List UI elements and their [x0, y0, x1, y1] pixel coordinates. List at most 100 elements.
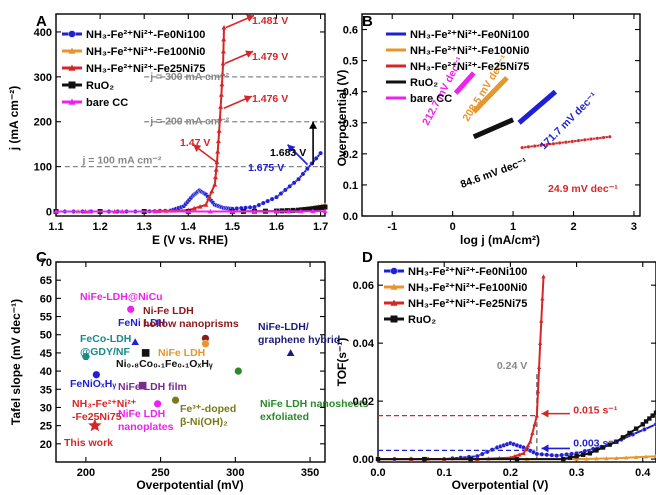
panel-a-series-marker — [215, 149, 221, 154]
panel-a-series-marker — [213, 167, 219, 172]
panel-c-point-label: FeNiOₓHᵧ — [70, 378, 116, 390]
panel-a-ytick-label: 100 — [34, 162, 52, 174]
panel-a-series-marker — [322, 204, 328, 210]
panel-b-series-marker — [551, 141, 556, 146]
panel-d-xtick-label: 0.4 — [635, 467, 651, 479]
panel-a-series-marker — [315, 205, 321, 211]
panel-a-series-marker — [86, 209, 92, 214]
panel-d-legend-3-label: RuO₂ — [408, 314, 436, 326]
panel-b-ytick-label: 0.3 — [343, 118, 358, 130]
panel-d-series-marker — [569, 451, 575, 457]
panel-a-legend-1-label: NH₃-Fe²⁺Ni²⁺-Fe100Ni0 — [86, 46, 205, 58]
panel-d-series-marker — [653, 454, 656, 458]
panel-c-point-label: exfoliated — [260, 411, 309, 423]
panel-c-point-label: NiFe LDH — [118, 408, 165, 420]
panel-d-ytick-label: 0.04 — [353, 338, 375, 350]
panel-b-ann-249: 24.9 mV dec⁻¹ — [548, 183, 618, 195]
panel-c-point-label: FeCo-LDH — [80, 333, 131, 345]
panel-a-arrow-head — [245, 50, 254, 58]
panel-a-arrow-head — [193, 144, 202, 153]
panel-a-series-marker — [296, 176, 301, 182]
panel-d-series-marker — [604, 456, 609, 461]
panel-a-series-marker — [304, 166, 310, 172]
panel-b-ylabel: Overpotential (V) — [335, 70, 349, 167]
panel-a-series-marker — [302, 206, 308, 212]
panel-b-series-line — [453, 71, 476, 95]
panel-d-series-marker — [539, 318, 544, 323]
panel-d-series-marker — [614, 439, 619, 444]
panel-a-legend-1-marker — [68, 47, 76, 54]
panel-d-arrow-red-head — [541, 409, 549, 418]
panel-a-frame — [55, 13, 326, 217]
panel-b-xtick-label: 1 — [510, 221, 516, 233]
panel-c-point-label: NiFe-LDH/ — [258, 321, 309, 333]
panel-b-ytick-label: 0.6 — [343, 25, 358, 37]
panel-d-series-marker — [574, 456, 579, 461]
panel-b-series-marker — [601, 135, 606, 140]
panel-a-ytick-label: 400 — [34, 27, 52, 39]
panel-a-xtick-label: 1.3 — [137, 221, 152, 233]
panel-c-point-label: FeNi LDH — [118, 317, 165, 329]
panel-d-series-marker — [536, 365, 542, 370]
panel-d-series-marker — [567, 455, 573, 460]
panel-a-series-marker — [310, 208, 316, 214]
panel-a-series-marker — [221, 24, 227, 30]
panel-a-legend-2-marker — [68, 64, 76, 71]
panel-a-legend-4-label: bare CC — [86, 97, 128, 109]
panel-d-series-marker — [624, 455, 629, 460]
panel-a-legend-2-label: NH₃-Fe²⁺Ni²⁺-Fe25Ni75 — [86, 63, 205, 75]
panel-b-series-marker — [582, 137, 587, 142]
panel-b-series-marker — [538, 143, 543, 148]
panel-c-point-label: graphene hybrid — [258, 334, 340, 346]
panel-d-series-marker — [537, 340, 543, 345]
panel-c-ytick-label: 45 — [40, 348, 52, 360]
panel-a-ann-1675: 1.675 V — [248, 162, 284, 174]
panel-a-series-marker — [282, 187, 288, 193]
panel-d-xtick-label: 0.0 — [370, 467, 385, 479]
panel-a-arrow-head — [246, 14, 255, 22]
panel-a-series-marker — [269, 196, 275, 202]
panel-a-series-marker — [206, 195, 212, 201]
panel-c-point — [286, 349, 295, 356]
panel-c-ytick-label: 70 — [40, 257, 52, 269]
panel-a-ytick-label: 300 — [34, 72, 52, 84]
panel-a-series-marker — [234, 206, 240, 211]
panel-c-ylabel: Tafel slope (mV dec⁻¹) — [9, 299, 23, 425]
panel-a-series-marker — [298, 208, 304, 214]
panel-a-ann-1481: 1.481 V — [252, 15, 288, 27]
panel-d-series-marker — [535, 389, 541, 394]
panel-d-legend-0-label: NH₃-Fe²⁺Ni²⁺-Fe0Ni100 — [408, 266, 527, 278]
panel-a-series-marker — [312, 205, 318, 211]
panel-c-point-label: -Fe25Ni75 — [72, 411, 122, 423]
panel-a-series-marker — [221, 36, 227, 42]
panel-a-ann-1479: 1.479 V — [252, 51, 288, 63]
panel-a-series-marker — [318, 150, 323, 156]
panel-b-series-marker — [607, 134, 612, 139]
panel-a-series-marker — [217, 116, 223, 121]
panel-d-series-marker — [574, 454, 579, 459]
panel-c-point-label: Ni₀.₈Co₀.₁Fe₀.₁OₓHᵧ — [116, 358, 213, 370]
panel-d-series-marker — [534, 451, 540, 457]
panel-c-ytick-label: 20 — [40, 439, 52, 451]
panel-a-series-marker — [218, 92, 224, 97]
panel-a-xtick-label: 1.4 — [181, 221, 197, 233]
panel-a-ytick-label: 200 — [34, 117, 52, 129]
panel-b-ytick-label: 0.0 — [343, 211, 358, 223]
panel-b-letter: B — [362, 13, 373, 30]
panel-b-ytick-label: 0.5 — [343, 56, 358, 68]
panel-a-xtick-label: 1.1 — [48, 221, 63, 233]
panel-c-letter: C — [36, 249, 47, 266]
panel-d-ytick-label: 0.02 — [353, 396, 374, 408]
panel-d-series-marker — [530, 430, 535, 435]
panel-d-ann-024: 0.24 V — [497, 360, 527, 372]
panel-a-series-marker — [220, 60, 226, 66]
panel-a-series-marker — [286, 208, 292, 214]
panel-b-xtick-label: 3 — [631, 221, 637, 233]
panel-c-point-label: Fe³⁺-doped — [180, 403, 236, 415]
panel-d-series-marker — [541, 274, 546, 279]
panel-a-series-marker — [296, 207, 302, 213]
panel-d-series-marker — [534, 413, 540, 418]
panel-c-xtick-label: 200 — [77, 467, 95, 479]
panel-d-series-marker — [643, 454, 649, 459]
